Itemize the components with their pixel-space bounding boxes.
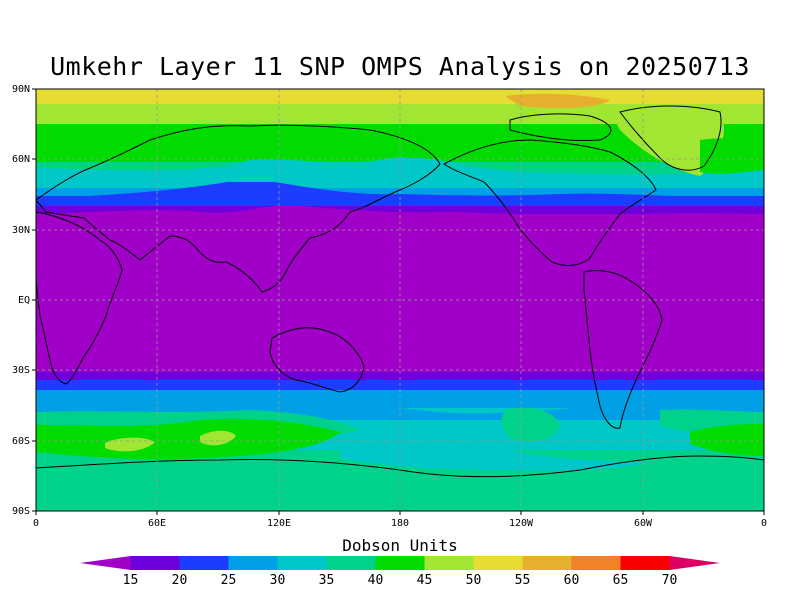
lon-tick-label: 120W bbox=[509, 518, 534, 529]
colorbar-cell bbox=[130, 556, 180, 570]
lat-tick-label: 90S bbox=[12, 506, 30, 517]
colorbar-cell bbox=[473, 556, 523, 570]
coast-antarctica bbox=[36, 455, 764, 478]
colorbar-level-label: 15 bbox=[123, 573, 139, 588]
coast-australia bbox=[269, 327, 365, 393]
sh-cyan-mid bbox=[340, 435, 650, 471]
colorbar-arrow-low bbox=[80, 556, 131, 570]
coast-greenland bbox=[619, 105, 722, 171]
nh-greenland-lime bbox=[610, 109, 724, 176]
lat-axis: 90N 60N 30N EQ 30S 60S 90S bbox=[12, 84, 36, 517]
coastlines bbox=[36, 105, 764, 478]
sh-green-pacific bbox=[501, 407, 560, 442]
colorbar-arrow-high bbox=[669, 556, 720, 570]
coast-arctic-islands bbox=[509, 113, 612, 141]
graticule bbox=[36, 89, 764, 511]
colorbar: 15 20 25 30 35 40 45 50 55 60 65 70 bbox=[80, 556, 720, 588]
lon-axis: 0 60E 120E 180 120W 60W 0 bbox=[33, 511, 767, 529]
band-tropics bbox=[36, 214, 764, 370]
coast-north-america bbox=[443, 139, 657, 266]
lon-tick-label: 0 bbox=[761, 518, 767, 529]
colorbar-level-label: 50 bbox=[466, 573, 482, 588]
colorbar-level-label: 40 bbox=[368, 573, 384, 588]
sh-lime-1 bbox=[105, 437, 155, 452]
lat-tick-label: 90N bbox=[12, 84, 30, 95]
colorbar-level-label: 35 bbox=[319, 573, 335, 588]
colorbar-cell bbox=[620, 556, 670, 570]
lon-tick-label: 180 bbox=[391, 518, 409, 529]
colorbar-cell bbox=[375, 556, 425, 570]
lat-tick-label: 30N bbox=[12, 225, 30, 236]
colorbar-level-label: 45 bbox=[417, 573, 433, 588]
colorbar-level-label: 25 bbox=[221, 573, 237, 588]
lon-tick-label: 0 bbox=[33, 518, 39, 529]
sh-lime-2 bbox=[200, 430, 236, 446]
colorbar-level-label: 60 bbox=[564, 573, 580, 588]
coast-europe-asia bbox=[36, 124, 441, 293]
band-40s bbox=[36, 390, 764, 410]
colorbar-cell bbox=[228, 556, 278, 570]
nh-wave-purple bbox=[36, 205, 764, 222]
lat-tick-label: 30S bbox=[12, 365, 30, 376]
colorbar-level-label: 30 bbox=[270, 573, 286, 588]
lon-tick-label: 60W bbox=[634, 518, 653, 529]
colorbar-level-label: 55 bbox=[515, 573, 531, 588]
nh-wave-blue bbox=[36, 178, 764, 206]
lat-tick-label: EQ bbox=[18, 295, 30, 306]
map-title: Umkehr Layer 11 SNP OMPS Analysis on 202… bbox=[50, 52, 750, 81]
nh-green-east bbox=[700, 138, 764, 174]
nh-orange-patch bbox=[505, 93, 610, 108]
colorbar-level-label: 70 bbox=[662, 573, 678, 588]
nh-green-lobe bbox=[370, 135, 470, 158]
lon-tick-label: 120E bbox=[267, 518, 291, 529]
lon-tick-label: 60E bbox=[148, 518, 166, 529]
colorbar-cell bbox=[424, 556, 474, 570]
sh-green-east bbox=[690, 424, 764, 456]
colorbar-title: Dobson Units bbox=[342, 536, 458, 555]
colorbar-cell bbox=[277, 556, 327, 570]
coast-south-america bbox=[583, 269, 663, 429]
colorbar-level-label: 65 bbox=[613, 573, 629, 588]
colorbar-level-label: 20 bbox=[172, 573, 188, 588]
lat-tick-label: 60N bbox=[12, 154, 30, 165]
colorbar-cell bbox=[571, 556, 621, 570]
lat-tick-label: 60S bbox=[12, 436, 30, 447]
colorbar-cell bbox=[522, 556, 572, 570]
colorbar-cell bbox=[179, 556, 229, 570]
colorbar-cell bbox=[326, 556, 376, 570]
